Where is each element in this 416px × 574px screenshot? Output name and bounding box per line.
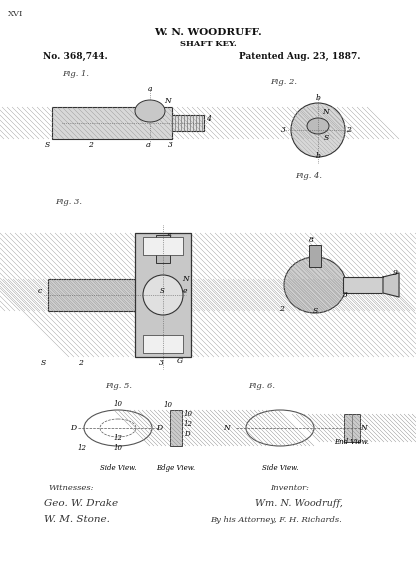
Text: S: S <box>324 134 329 142</box>
Text: N: N <box>164 97 171 105</box>
Text: W. N. WOODRUFF.: W. N. WOODRUFF. <box>154 28 262 37</box>
Text: 2: 2 <box>279 305 284 313</box>
Text: G: G <box>177 357 183 365</box>
Bar <box>156 235 170 263</box>
Ellipse shape <box>143 275 183 315</box>
Text: Fig. 6.: Fig. 6. <box>248 382 275 390</box>
Text: b: b <box>316 152 320 160</box>
Text: Witnesses:: Witnesses: <box>48 484 94 492</box>
Bar <box>344 414 360 442</box>
Bar <box>48 279 178 311</box>
Bar <box>135 233 191 357</box>
Text: W. M. Stone.: W. M. Stone. <box>44 515 110 524</box>
Text: SHAFT KEY.: SHAFT KEY. <box>180 40 236 48</box>
Text: 3: 3 <box>158 359 163 367</box>
Text: a: a <box>146 141 150 149</box>
Text: 10: 10 <box>114 444 122 452</box>
Bar <box>48 279 178 311</box>
Text: Fig. 4.: Fig. 4. <box>295 172 322 180</box>
Bar <box>344 414 360 442</box>
Text: XVI: XVI <box>8 10 23 18</box>
Text: N: N <box>322 108 329 116</box>
Text: D: D <box>184 430 190 438</box>
Bar <box>52 107 172 139</box>
Text: b: b <box>316 94 320 102</box>
Text: Inventor:: Inventor: <box>270 484 309 492</box>
Text: Fig. 3.: Fig. 3. <box>55 198 82 206</box>
Text: S: S <box>45 141 50 149</box>
Bar <box>170 410 182 446</box>
Bar <box>170 410 182 446</box>
Text: D: D <box>70 424 76 432</box>
Text: 4: 4 <box>206 115 211 123</box>
Text: N: N <box>223 424 230 432</box>
Bar <box>343 277 383 293</box>
Bar <box>143 237 183 255</box>
Text: Fig. 2.: Fig. 2. <box>270 78 297 86</box>
Text: Side View.: Side View. <box>262 464 298 472</box>
Text: 2: 2 <box>87 141 92 149</box>
Text: Patented Aug. 23, 1887.: Patented Aug. 23, 1887. <box>239 52 361 61</box>
Ellipse shape <box>307 118 329 134</box>
Text: 3: 3 <box>281 126 286 134</box>
Ellipse shape <box>136 101 164 121</box>
Text: 6: 6 <box>167 232 172 240</box>
Text: e: e <box>183 287 188 295</box>
Text: Fig. 5.: Fig. 5. <box>105 382 132 390</box>
Text: c: c <box>38 287 42 295</box>
Text: 3: 3 <box>168 141 173 149</box>
Text: Edge View.: Edge View. <box>156 464 196 472</box>
Text: By his Attorney, F. H. Richards.: By his Attorney, F. H. Richards. <box>210 516 342 524</box>
Ellipse shape <box>284 257 346 313</box>
Text: 8: 8 <box>309 236 313 244</box>
Text: S: S <box>313 307 318 315</box>
Ellipse shape <box>285 258 345 312</box>
Bar <box>172 115 204 131</box>
Text: 3: 3 <box>343 291 348 299</box>
Text: D: D <box>156 424 162 432</box>
Text: 10: 10 <box>184 410 193 418</box>
Text: Geo. W. Drake: Geo. W. Drake <box>44 499 118 508</box>
Text: 9: 9 <box>393 269 398 277</box>
Text: 10: 10 <box>114 400 122 408</box>
Text: S: S <box>41 359 46 367</box>
Bar <box>309 245 321 267</box>
Bar <box>143 335 183 353</box>
Polygon shape <box>383 273 399 297</box>
Ellipse shape <box>292 104 344 156</box>
Text: N: N <box>182 275 188 283</box>
Text: Fig. 1.: Fig. 1. <box>62 70 89 78</box>
Text: 12: 12 <box>77 444 87 452</box>
Text: 12: 12 <box>184 420 193 428</box>
Ellipse shape <box>291 103 345 157</box>
Text: Wm. N. Woodruff,: Wm. N. Woodruff, <box>255 499 343 508</box>
Bar <box>52 107 172 139</box>
Text: N: N <box>360 424 366 432</box>
Text: Side View.: Side View. <box>100 464 136 472</box>
Text: a: a <box>148 85 152 93</box>
Text: S: S <box>160 287 165 295</box>
Text: 12: 12 <box>114 434 122 442</box>
Ellipse shape <box>135 100 165 122</box>
Text: End View.: End View. <box>334 438 369 446</box>
Text: 2: 2 <box>346 126 351 134</box>
Bar <box>135 233 191 357</box>
Text: 10: 10 <box>163 401 173 409</box>
Text: 2: 2 <box>77 359 82 367</box>
Ellipse shape <box>308 119 328 133</box>
Text: No. 368,744.: No. 368,744. <box>42 52 107 61</box>
